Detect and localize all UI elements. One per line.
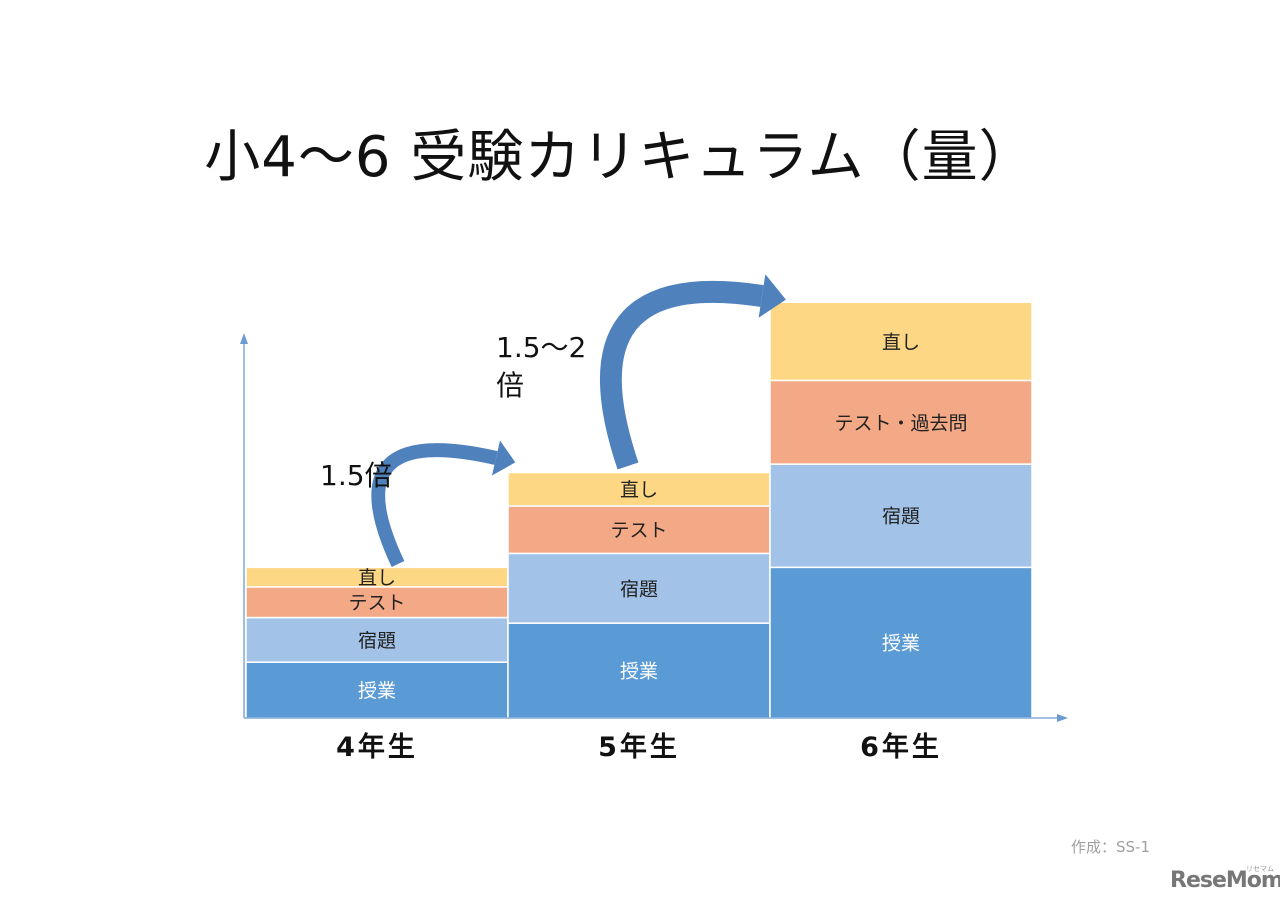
credit-text: 作成：SS-1: [1071, 838, 1150, 856]
x-axis-arrowhead: [1057, 714, 1068, 722]
resemom-logo[interactable]: ReseMom: [1170, 868, 1280, 893]
page-title: 小4～6 受験カリキュラム（量）: [204, 125, 1036, 190]
arrows-layer: [371, 274, 786, 567]
segment-label: テスト: [348, 592, 405, 614]
bar-segment: [507, 471, 771, 507]
segment-label: 宿題: [620, 578, 658, 600]
bar-segment: [769, 301, 1033, 382]
segment-label: 宿題: [882, 506, 920, 528]
y-axis-arrowhead: [240, 333, 248, 344]
bar-segment: [507, 552, 771, 624]
bar-segment: [507, 505, 771, 555]
arrow-5-to-6: [599, 280, 764, 470]
segment-label: 授業: [620, 661, 658, 683]
bar-segment: [769, 463, 1033, 569]
segment-label: 直し: [358, 567, 396, 589]
arrow-4-to-5: [371, 443, 498, 567]
annotation-1-5x: 1.5倍: [320, 459, 393, 492]
category-label: 4年生: [336, 731, 418, 763]
bar-segment: [245, 661, 509, 719]
annotation-1-5-2x-line2: 倍: [496, 369, 524, 402]
category-label: 5年生: [598, 731, 680, 763]
bar-segment: [769, 379, 1033, 465]
segment-label: 宿題: [358, 630, 396, 652]
segment-label: 授業: [882, 633, 920, 655]
bars-layer: [245, 301, 1033, 719]
segment-label: 直し: [882, 331, 920, 353]
resemom-logo-kana: リセマム: [1246, 865, 1274, 873]
labels-layer: 授業宿題テスト直し4年生授業宿題テスト直し5年生授業宿題テスト・過去問直し6年生…: [320, 331, 968, 763]
axes-layer: [240, 333, 1068, 722]
bar-segment: [769, 566, 1033, 719]
segment-label: テスト・過去問: [834, 412, 967, 434]
category-label: 6年生: [860, 731, 942, 763]
segment-label: 授業: [358, 680, 396, 702]
arrow-4-to-5-head: [491, 440, 516, 476]
annotation-1-5-2x-line1: 1.5～2: [496, 331, 586, 364]
bar-segment: [245, 586, 509, 619]
segment-label: 直し: [620, 479, 658, 501]
arrow-5-to-6-head: [758, 274, 786, 318]
segment-label: テスト: [610, 520, 667, 542]
